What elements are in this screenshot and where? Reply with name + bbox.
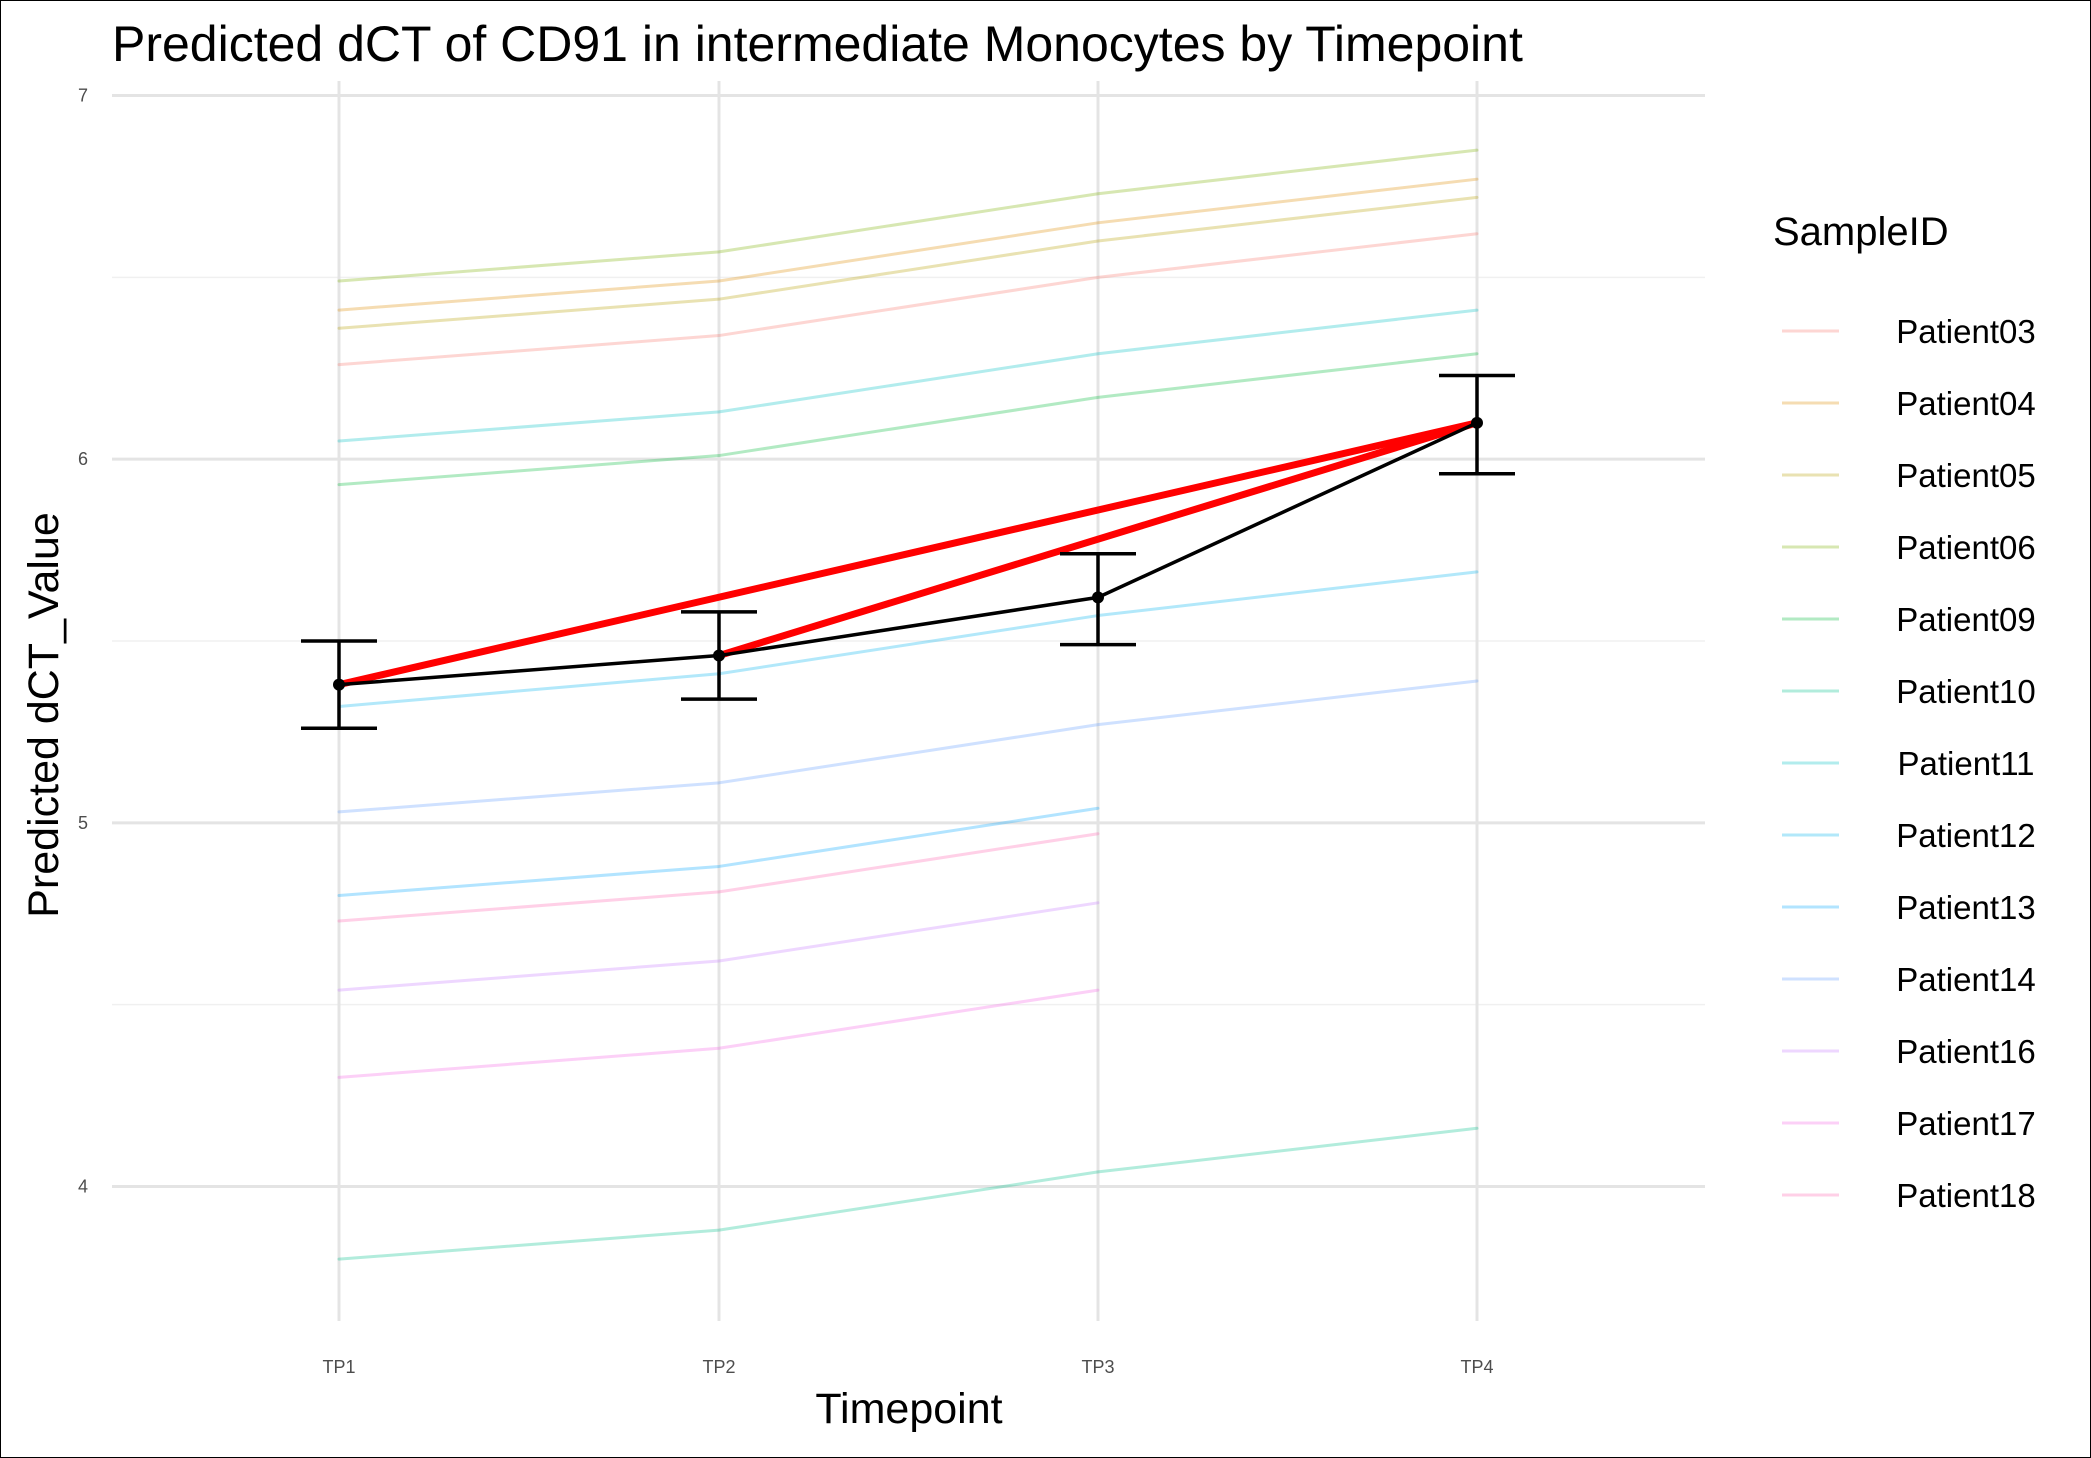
mean-point — [713, 649, 725, 662]
legend-label: Patient14 — [1896, 961, 2035, 998]
legend-label: Patient03 — [1896, 313, 2035, 350]
legend-label: Patient16 — [1896, 1033, 2035, 1070]
legend-label: Patient17 — [1896, 1105, 2035, 1142]
series-line-patient12 — [337, 570, 1479, 708]
y-axis-title: Predicted dCT_Value — [20, 512, 68, 918]
y-tick-labels: 4 5 6 7 — [78, 86, 88, 1197]
legend: SampleID Patient03 Patient04 Patient05 Pati… — [1773, 210, 2036, 1214]
y-tick-label: 5 — [78, 813, 88, 833]
x-axis-title: Timepoint — [815, 1385, 1002, 1433]
legend-label: Patient10 — [1896, 673, 2035, 710]
series-line-patient10 — [337, 1126, 1479, 1261]
series-line-patient18 — [337, 832, 1100, 923]
legend-label: Patient09 — [1896, 601, 2035, 638]
legend-label: Patient18 — [1896, 1177, 2035, 1214]
series-line-patient17 — [337, 988, 1100, 1079]
mean-point — [333, 678, 345, 691]
legend-label: Patient06 — [1896, 529, 2035, 566]
series-line-patient05 — [337, 195, 1479, 330]
x-tick-label: TP1 — [322, 1357, 355, 1377]
highlight-segment-2 — [715, 419, 1481, 660]
mean-line — [338, 421, 1478, 687]
series-line-patient04 — [337, 177, 1479, 312]
series-lines — [337, 148, 1479, 1261]
series-line-patient09 — [337, 352, 1479, 487]
legend-title: SampleID — [1773, 210, 1949, 254]
mean-point — [1092, 591, 1104, 604]
mean-layer — [301, 373, 1515, 731]
highlight-lines — [335, 419, 1481, 689]
y-tick-label: 6 — [78, 449, 88, 469]
highlight-segment-1 — [335, 419, 1481, 689]
grid-major — [112, 81, 1705, 1321]
legend-label: Patient11 — [1898, 745, 2035, 782]
series-line-patient13 — [337, 806, 1100, 898]
legend-label: Patient05 — [1896, 457, 2035, 494]
series-line-patient16 — [337, 901, 1100, 992]
legend-label: Patient13 — [1896, 889, 2035, 926]
y-tick-label: 7 — [78, 86, 88, 106]
legend-label: Patient04 — [1896, 385, 2035, 422]
x-tick-label: TP4 — [1460, 1357, 1493, 1377]
series-line-patient06 — [337, 148, 1479, 283]
x-tick-label: TP3 — [1081, 1357, 1114, 1377]
legend-label: Patient12 — [1896, 817, 2035, 854]
series-line-patient03 — [337, 232, 1479, 367]
chart-title: Predicted dCT of CD91 in intermediate Mo… — [112, 16, 1523, 72]
x-tick-labels: TP1 TP2 TP3 TP4 — [322, 1357, 1493, 1377]
mean-point — [1471, 416, 1483, 429]
series-line-patient11 — [337, 308, 1479, 443]
y-tick-label: 4 — [78, 1176, 88, 1196]
series-line-patient14 — [337, 679, 1479, 814]
grid-minor — [112, 276, 1705, 1006]
x-tick-label: TP2 — [702, 1357, 735, 1377]
